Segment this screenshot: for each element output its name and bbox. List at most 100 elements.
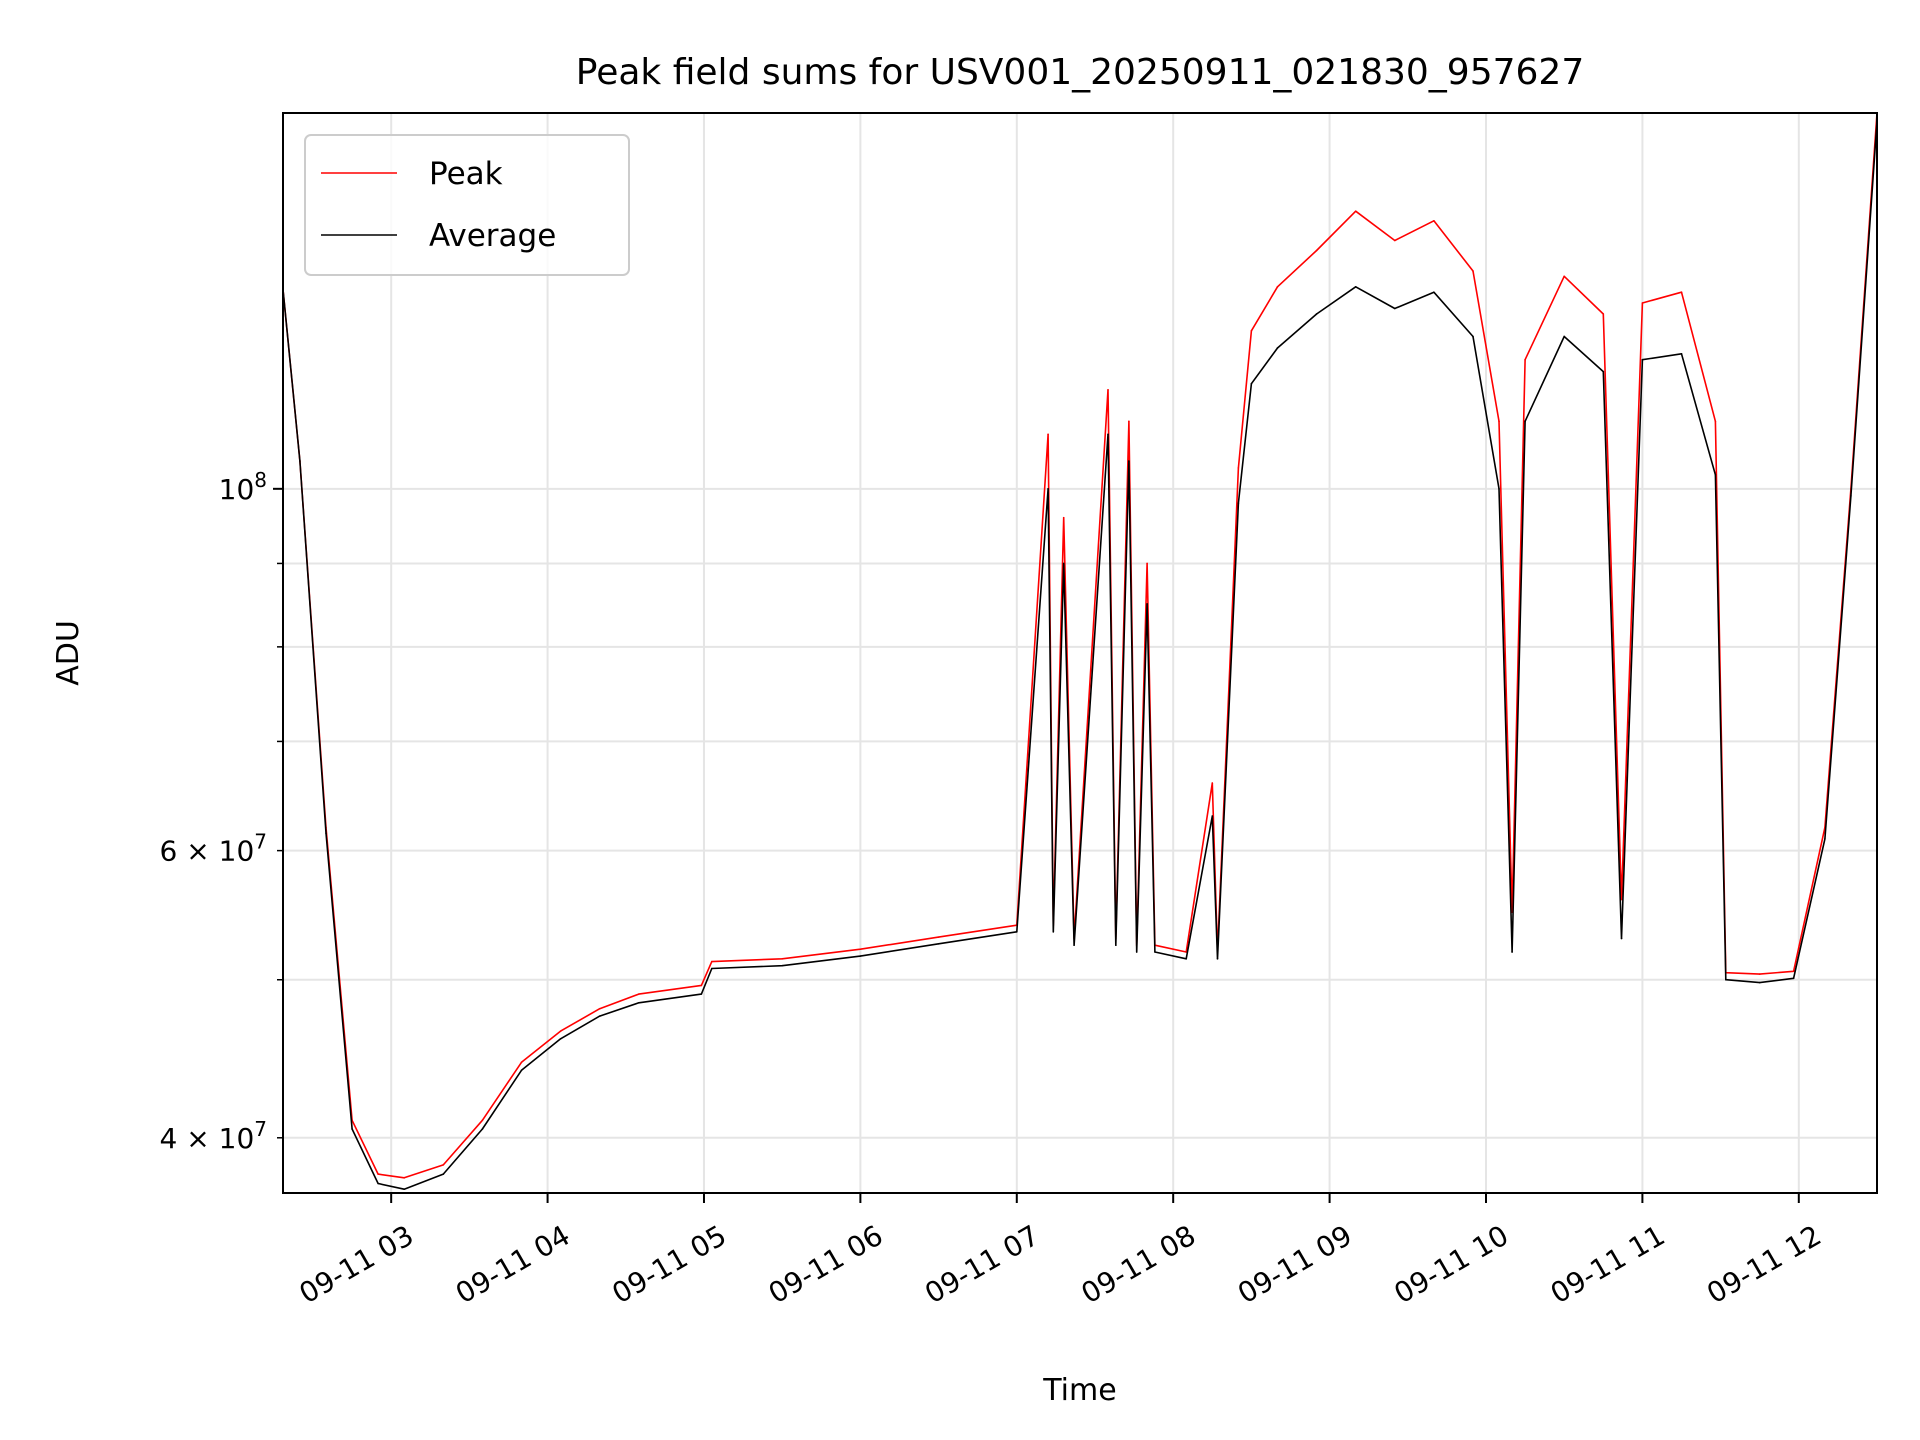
data-point — [481, 1119, 484, 1122]
data-point — [559, 1037, 562, 1040]
data-point — [1620, 937, 1623, 940]
data-point — [1354, 286, 1357, 288]
data-point — [1216, 958, 1219, 960]
data-point — [1511, 951, 1513, 953]
data-point — [1524, 420, 1526, 423]
data-point — [1315, 249, 1318, 252]
series-average — [283, 120, 1877, 1190]
legend-label-average: Average — [429, 218, 556, 254]
data-point — [781, 958, 783, 960]
data-point — [1211, 815, 1214, 817]
data-point — [442, 1164, 445, 1166]
data-point — [598, 1007, 601, 1010]
data-point — [937, 943, 940, 945]
data-point — [1315, 313, 1318, 315]
data-point — [1128, 460, 1130, 462]
data-point — [1393, 307, 1396, 310]
data-point — [711, 960, 713, 963]
data-point — [1250, 382, 1253, 385]
legend-label-peak: Peak — [429, 156, 503, 192]
data-point — [481, 1128, 484, 1130]
data-point — [1725, 978, 1727, 981]
data-point — [1015, 931, 1018, 933]
data-point — [638, 1001, 640, 1004]
data-point — [1185, 958, 1188, 960]
data-point — [1047, 488, 1049, 490]
data-point — [711, 967, 713, 970]
data-point — [859, 955, 862, 957]
y-axis-label: ADU — [51, 620, 86, 686]
data-point — [1641, 302, 1644, 304]
data-point — [1714, 420, 1717, 423]
data-point — [520, 1061, 523, 1064]
data-point — [1211, 782, 1214, 784]
data-point — [638, 993, 640, 995]
y-tick-label: 108 — [219, 468, 267, 506]
chart-title: Peak field sums for USV001_20250911_0218… — [576, 52, 1584, 93]
data-point — [1237, 467, 1240, 469]
data-point — [1563, 275, 1565, 278]
data-point — [377, 1182, 379, 1185]
data-point — [403, 1177, 406, 1179]
data-point — [1393, 239, 1396, 242]
data-point — [1073, 944, 1075, 946]
data-point — [1354, 210, 1357, 212]
data-point — [1135, 951, 1138, 953]
data-point — [1062, 516, 1065, 519]
data-point — [1498, 488, 1500, 490]
data-point — [1052, 931, 1055, 933]
data-point — [1047, 433, 1049, 436]
data-point — [937, 936, 940, 938]
data-point — [325, 832, 327, 834]
data-point — [1680, 353, 1683, 355]
data-point — [299, 460, 301, 462]
data-point — [1602, 370, 1605, 373]
data-point — [1472, 335, 1474, 338]
series-layer — [283, 113, 1877, 1190]
data-point — [1792, 970, 1795, 973]
data-point — [1237, 502, 1240, 504]
data-point — [1758, 973, 1761, 975]
data-point — [1062, 562, 1065, 565]
data-point — [1115, 944, 1117, 946]
data-point — [1714, 473, 1717, 476]
data-point — [351, 1128, 353, 1130]
data-point — [1641, 358, 1644, 361]
data-point — [1850, 495, 1852, 497]
data-point — [1146, 603, 1148, 605]
data-point — [1276, 347, 1279, 349]
legend: Peak Average — [304, 134, 630, 276]
data-point — [1128, 420, 1130, 423]
x-axis-label: Time — [1042, 1373, 1116, 1408]
series-line-average — [283, 121, 1877, 1190]
data-point — [1107, 433, 1109, 436]
data-point — [1680, 291, 1683, 293]
data-point — [1433, 219, 1435, 222]
data-point — [700, 984, 703, 987]
data-point — [377, 1173, 379, 1175]
data-point — [1524, 358, 1526, 361]
data-point — [442, 1173, 445, 1175]
data-point — [1107, 389, 1109, 391]
data-point — [1620, 898, 1623, 901]
data-point — [1472, 270, 1474, 272]
data-point — [1602, 313, 1605, 315]
data-point — [859, 948, 862, 951]
plot-frame — [282, 112, 1878, 1194]
data-point — [403, 1188, 406, 1190]
data-point — [1563, 335, 1565, 338]
data-point — [781, 964, 783, 967]
legend-box — [304, 134, 630, 276]
data-point — [1758, 981, 1761, 984]
data-point — [1792, 977, 1795, 980]
data-point — [1146, 562, 1148, 565]
data-point — [520, 1069, 523, 1072]
data-point — [700, 993, 703, 995]
data-point — [1154, 951, 1156, 953]
data-point — [598, 1015, 601, 1017]
data-point — [559, 1030, 562, 1032]
data-point — [1433, 291, 1435, 293]
y-tick-label: 6 × 107 — [160, 830, 267, 868]
